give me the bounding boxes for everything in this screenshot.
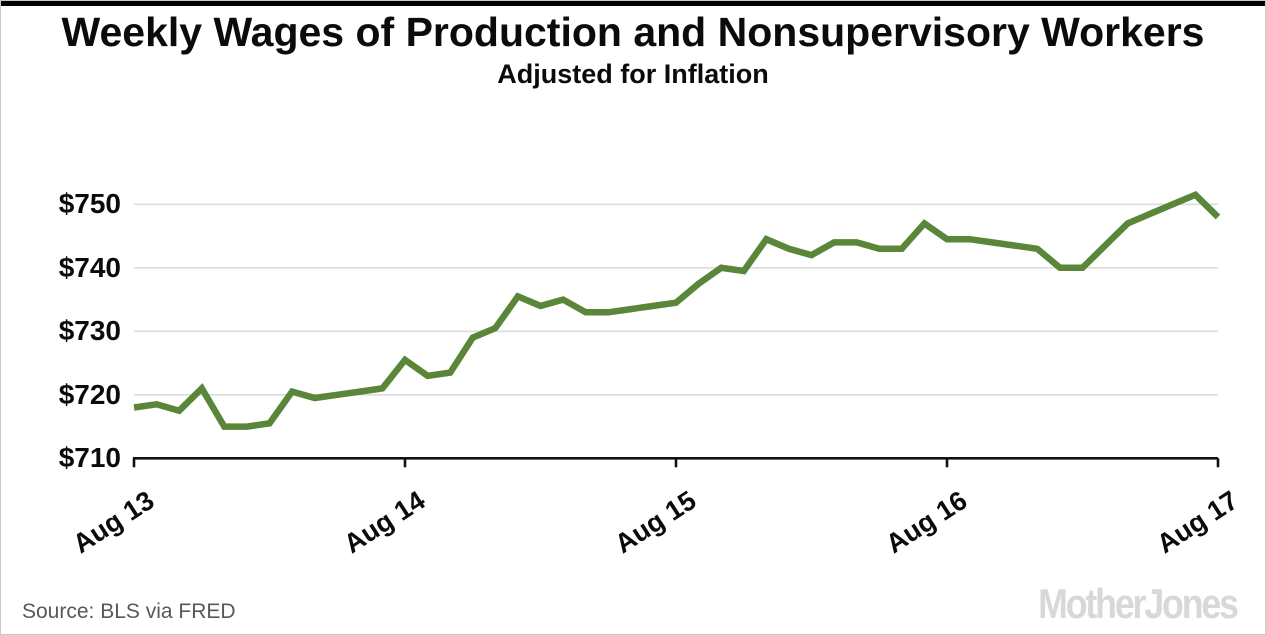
- y-axis-label: $750: [58, 188, 121, 220]
- y-axis-label: $720: [58, 378, 121, 410]
- y-axis-label: $740: [58, 251, 121, 283]
- mother-jones-logo: MotherJones: [1038, 580, 1239, 627]
- y-axis-label: $730: [58, 315, 121, 347]
- top-accent-bar: [1, 1, 1265, 6]
- chart-subtitle: Adjusted for Inflation: [497, 59, 769, 89]
- wage-line: [133, 190, 1221, 430]
- y-axis-label: $710: [58, 442, 121, 474]
- chart-title: Weekly Wages of Production and Nonsuperv…: [61, 9, 1205, 55]
- source-note: Source: BLS via FRED: [22, 600, 236, 623]
